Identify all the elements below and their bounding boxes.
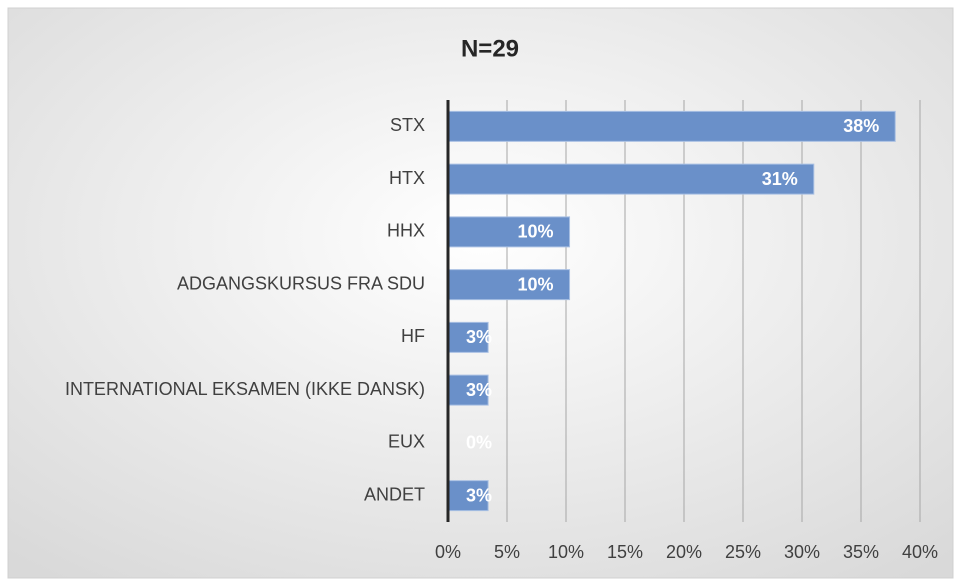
y-tick-label: HTX [389,168,425,188]
data-label: 3% [466,380,492,400]
x-tick-label: 30% [784,542,820,562]
x-tick-label: 20% [666,542,702,562]
x-tick-label: 15% [607,542,643,562]
bar [447,480,489,512]
y-tick-label: ADGANGSKURSUS FRA SDU [177,273,425,293]
bar [447,321,489,353]
x-tick-label: 10% [548,542,584,562]
y-tick-label: HF [401,326,425,346]
data-label: 3% [466,485,492,505]
data-label: 10% [518,274,554,294]
y-tick-label: ANDET [364,484,425,504]
chart-title: N=29 [461,35,519,62]
bar [447,110,896,142]
bar [447,374,489,406]
data-label: 38% [843,116,879,136]
x-tick-label: 25% [725,542,761,562]
y-tick-label: STX [390,115,425,135]
x-tick-label: 5% [494,542,520,562]
data-label: 31% [762,169,798,189]
y-tick-label: INTERNATIONAL EKSAMEN (IKKE DANSK) [65,379,425,399]
data-label: 10% [518,222,554,242]
y-tick-label: HHX [387,221,425,241]
x-tick-label: 40% [902,542,938,562]
bar [447,269,571,301]
x-tick-label: 35% [843,542,879,562]
data-label: 0% [466,433,492,453]
data-label: 3% [466,327,492,347]
bar [447,163,815,195]
y-tick-label: EUX [388,432,425,452]
x-tick-label: 0% [435,542,461,562]
